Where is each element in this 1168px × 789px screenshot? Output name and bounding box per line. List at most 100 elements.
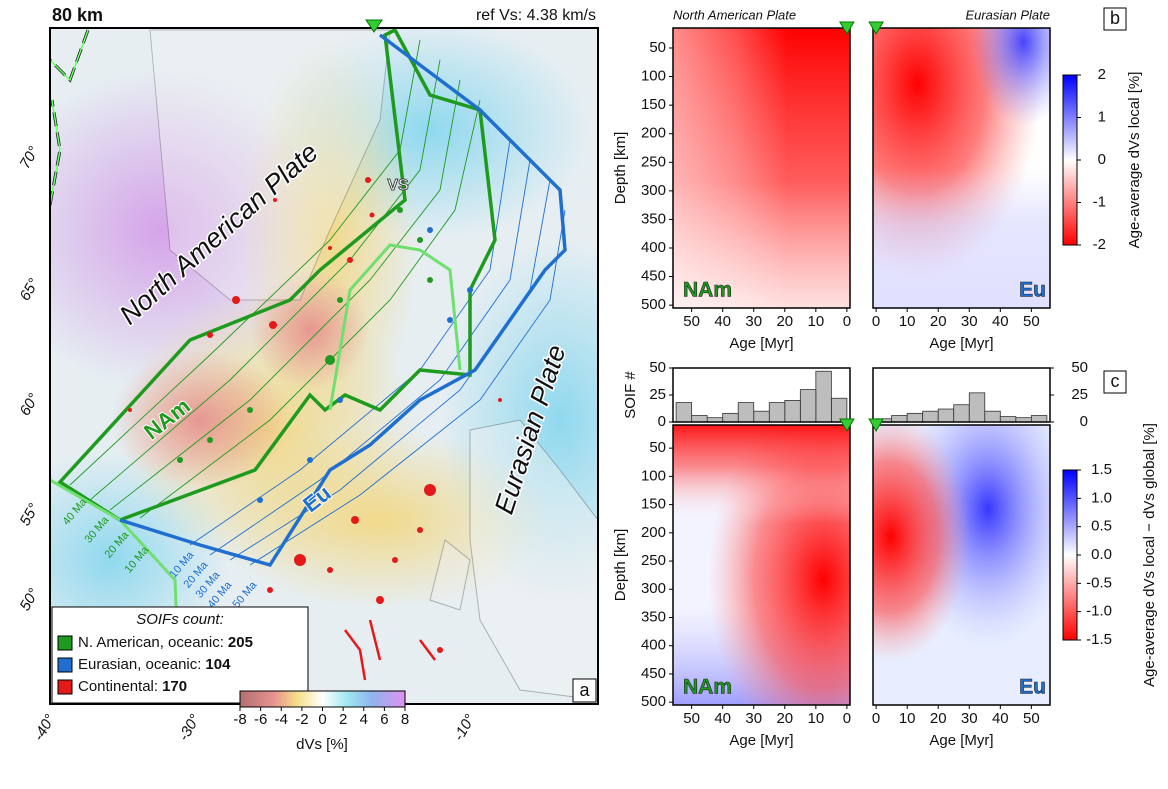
colorbar-tick-label: 1 (1098, 108, 1106, 125)
y-tick-label: 25 (1071, 386, 1088, 403)
colorbar-tick-label: -6 (254, 711, 267, 728)
x-tick-label: 50 (1023, 313, 1040, 330)
x-tick-label: 10 (899, 313, 916, 330)
corner-label: NAm (683, 279, 732, 302)
colorbar-tick-label: -8 (233, 711, 246, 728)
y-tick-label: 450 (641, 665, 666, 682)
y-tick-label: 0 (1080, 413, 1088, 430)
colorbar-label: dVs [%] (296, 736, 348, 753)
x-tick-label: 10 (807, 313, 824, 330)
y-axis-label: SOIF # (622, 371, 639, 419)
legend: SOIFs count: N. American, oceanic:205Eur… (52, 607, 308, 703)
colorbar-tick-label: -1.0 (1086, 603, 1112, 620)
x-tick-label: 40 (992, 313, 1009, 330)
x-tick-label: 40 (714, 313, 731, 330)
bar (907, 413, 923, 422)
y-tick-label: 350 (641, 210, 666, 227)
colorbar (1063, 470, 1077, 640)
y-tick-label: 250 (641, 552, 666, 569)
legend-count: 104 (205, 656, 231, 673)
colorbar (240, 691, 405, 707)
x-tick-label: 20 (776, 313, 793, 330)
lat-label: 60° (17, 391, 43, 419)
x-tick-label: 10 (899, 710, 916, 727)
lon-label: -40° (30, 711, 59, 743)
colorbar-tick-label: 0.5 (1091, 518, 1112, 535)
map-ref: ref Vs: 4.38 km/s (476, 7, 596, 24)
colorbar-tick-label: 8 (401, 711, 409, 728)
colorbar-tick-label: -2 (295, 711, 308, 728)
bar (969, 393, 985, 422)
heatmap-field (873, 28, 1050, 308)
heatmap-field (873, 425, 1050, 705)
bar (785, 400, 801, 422)
y-tick-label: 500 (641, 296, 666, 313)
x-tick-label: 20 (930, 710, 947, 727)
y-tick-label: 200 (641, 125, 666, 142)
legend-count: 205 (228, 634, 253, 651)
x-tick-label: 50 (683, 710, 700, 727)
corner-label: NAm (683, 676, 732, 699)
y-tick-label: 300 (641, 580, 666, 597)
y-axis-label: Depth [km] (612, 132, 629, 205)
bar (676, 403, 692, 422)
x-tick-label: 30 (745, 313, 762, 330)
y-tick-label: 150 (641, 496, 666, 513)
y-tick-label: 50 (1071, 359, 1088, 376)
bar (816, 371, 832, 422)
bar (769, 403, 785, 422)
bar (954, 405, 970, 422)
corner-label: Eu (1019, 279, 1046, 302)
colorbar-tick-label: -0.5 (1086, 574, 1112, 591)
map-title: 80 km (52, 5, 103, 25)
x-tick-label: 50 (1023, 710, 1040, 727)
x-tick-label: 40 (992, 710, 1009, 727)
y-tick-label: 100 (641, 467, 666, 484)
y-tick-label: 50 (649, 359, 666, 376)
colorbar (1063, 75, 1077, 245)
region-label: VS (387, 177, 409, 194)
colorbar-tick-label: 1.0 (1091, 489, 1112, 506)
x-tick-label: 0 (843, 313, 851, 330)
map (0, 20, 680, 704)
legend-count: 170 (162, 678, 187, 695)
y-tick-label: 250 (641, 153, 666, 170)
legend-title: SOIFs count: (136, 611, 224, 628)
x-tick-label: 30 (961, 710, 978, 727)
x-tick-label: 30 (745, 710, 762, 727)
bar (1000, 417, 1016, 422)
y-tick-label: 150 (641, 96, 666, 113)
panel-label: b (1110, 8, 1120, 28)
colorbar-tick-label: -1.5 (1086, 631, 1112, 648)
colorbar-tick-label: 6 (380, 711, 388, 728)
x-tick-label: 20 (930, 313, 947, 330)
lon-label: -30° (175, 711, 204, 743)
y-tick-label: 25 (649, 386, 666, 403)
x-tick-label: 10 (807, 710, 824, 727)
colorbar-tick-label: -2 (1093, 236, 1106, 253)
colorbar-tick-label: 0 (1098, 151, 1106, 168)
legend-label: Eurasian, oceanic: (78, 656, 201, 673)
legend-label: Continental: (78, 678, 158, 695)
legend-swatch (58, 636, 72, 650)
panel-label: c (1111, 371, 1120, 391)
y-tick-label: 400 (641, 637, 666, 654)
y-tick-label: 200 (641, 524, 666, 541)
colorbar-tick-label: 2 (1098, 66, 1106, 83)
bar (831, 398, 847, 422)
colorbar-tick-label: -1 (1093, 193, 1106, 210)
x-axis-label: Age [Myr] (729, 732, 793, 749)
y-tick-label: 450 (641, 268, 666, 285)
y-tick-label: 300 (641, 182, 666, 199)
colorbar-tick-label: 0 (318, 711, 326, 728)
lat-label: 70° (17, 144, 43, 172)
y-tick-label: 100 (641, 68, 666, 85)
bar (738, 403, 754, 422)
bar (800, 390, 816, 422)
corner-label: Eu (1019, 676, 1046, 699)
bar (692, 416, 708, 422)
bar (892, 416, 908, 422)
x-tick-label: 20 (776, 710, 793, 727)
legend-swatch (58, 658, 72, 672)
y-tick-label: 50 (649, 39, 666, 56)
